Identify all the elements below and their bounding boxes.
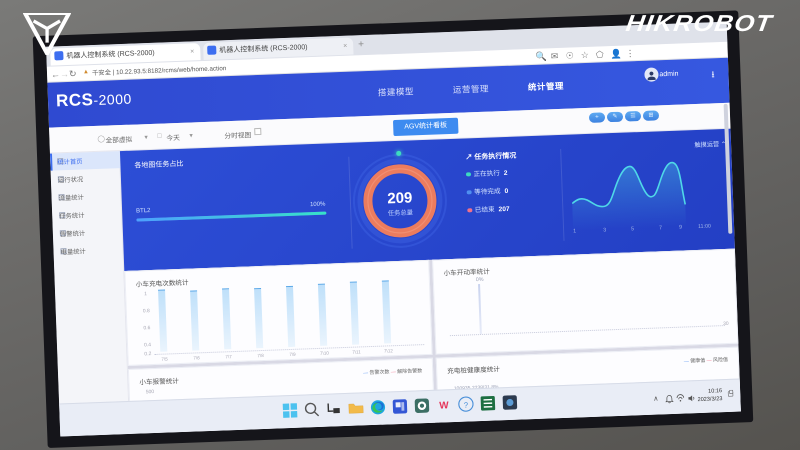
svg-text:?: ? <box>464 401 469 410</box>
svg-text:W: W <box>439 400 449 411</box>
